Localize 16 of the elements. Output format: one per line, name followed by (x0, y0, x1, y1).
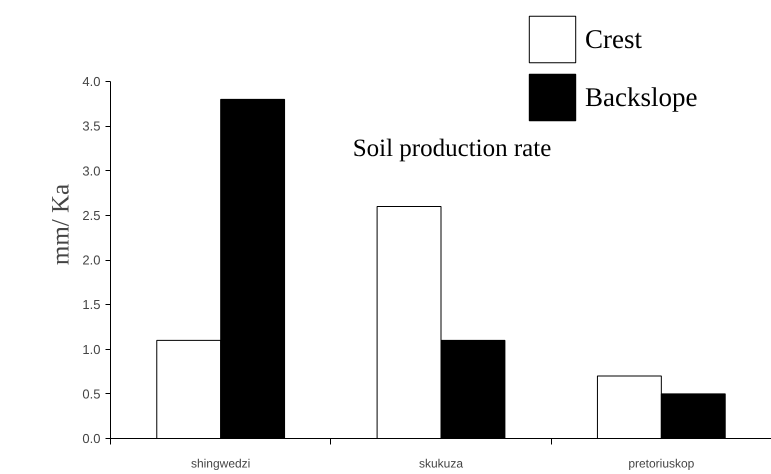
y-tick-label: 2.5 (82, 208, 101, 223)
y-tick-label: 1.5 (82, 297, 101, 312)
x-tick-label: skukuza (418, 456, 464, 470)
x-tick-label: shingwedzi (190, 456, 250, 470)
y-tick-label: 3.5 (82, 118, 101, 134)
y-tick-label: 3.0 (82, 163, 101, 178)
text: Soil production rate (352, 134, 552, 162)
x-tick-label: pretoriuskop (628, 456, 695, 470)
y-tick-label: 0.5 (82, 386, 101, 402)
legend-label: Backslope (585, 82, 698, 112)
y-tick-label: 4.0 (82, 74, 101, 89)
y-tick-label: 0.0 (82, 431, 101, 446)
y-axis-title: mm/ Ka (47, 184, 74, 266)
y-tick-label: 1.0 (82, 342, 101, 357)
legend-label: Crest (585, 24, 642, 54)
y-tick-label: 2.0 (82, 252, 101, 268)
